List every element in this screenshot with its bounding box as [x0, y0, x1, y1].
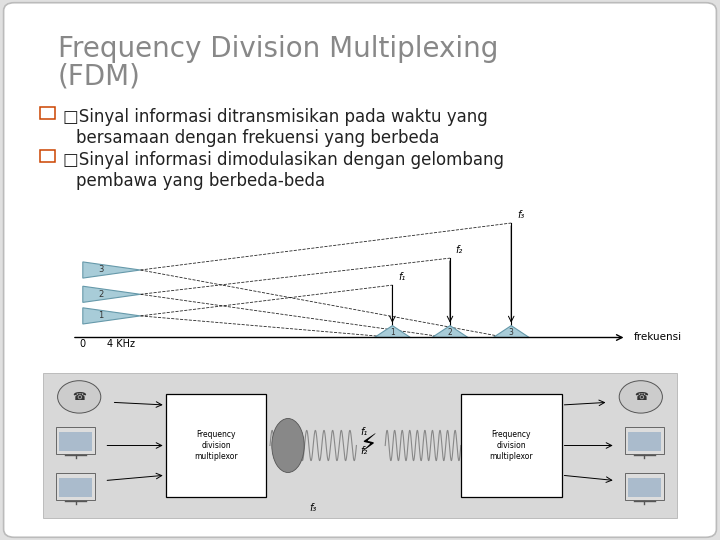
Bar: [43, 373, 677, 518]
Text: frekuensi: frekuensi: [634, 333, 682, 342]
Bar: [56, 472, 95, 500]
Text: 1: 1: [390, 328, 395, 338]
Text: □Sinyal informasi ditransmisikan pada waktu yang: □Sinyal informasi ditransmisikan pada wa…: [63, 108, 488, 126]
Bar: [60, 432, 92, 451]
Bar: [166, 394, 266, 497]
Text: f₃: f₃: [517, 210, 524, 220]
Text: □Sinyal informasi dimodulasikan dengan gelombang: □Sinyal informasi dimodulasikan dengan g…: [63, 151, 504, 169]
Text: ⚡: ⚡: [360, 434, 378, 457]
Bar: [628, 478, 661, 497]
Polygon shape: [83, 308, 140, 324]
Bar: [56, 427, 95, 454]
Bar: [40, 150, 55, 162]
Text: 1: 1: [98, 312, 104, 320]
Bar: [60, 478, 92, 497]
Text: 3: 3: [98, 266, 104, 274]
Bar: [628, 432, 661, 451]
Text: bersamaan dengan frekuensi yang berbeda: bersamaan dengan frekuensi yang berbeda: [76, 129, 439, 146]
Text: Frequency
division
multiplexor: Frequency division multiplexor: [490, 430, 533, 461]
Text: (FDM): (FDM): [58, 62, 140, 90]
Circle shape: [58, 381, 101, 413]
Text: Frequency
division
multiplexor: Frequency division multiplexor: [194, 430, 238, 461]
Text: f₂: f₂: [456, 245, 463, 255]
Polygon shape: [493, 326, 529, 338]
Circle shape: [619, 381, 662, 413]
Text: 2: 2: [98, 290, 104, 299]
Bar: [625, 472, 665, 500]
Text: 4 KHz: 4 KHz: [107, 339, 135, 349]
Ellipse shape: [272, 418, 304, 472]
Text: f₃: f₃: [310, 503, 317, 513]
Text: pembawa yang berbeda-beda: pembawa yang berbeda-beda: [76, 172, 325, 190]
Text: f₁: f₁: [360, 427, 367, 437]
Polygon shape: [432, 326, 468, 338]
Text: Frequency Division Multiplexing: Frequency Division Multiplexing: [58, 35, 498, 63]
Polygon shape: [83, 286, 140, 302]
Text: f₁: f₁: [398, 272, 405, 282]
Text: ☎: ☎: [634, 392, 648, 402]
Bar: [40, 107, 55, 119]
Polygon shape: [83, 262, 140, 278]
Polygon shape: [374, 326, 410, 338]
Text: ☎: ☎: [72, 392, 86, 402]
Text: 2: 2: [448, 328, 452, 338]
Bar: [625, 427, 665, 454]
Text: f₂: f₂: [360, 446, 367, 456]
Text: 3: 3: [509, 328, 513, 338]
Text: 0: 0: [80, 339, 86, 349]
Bar: [461, 394, 562, 497]
